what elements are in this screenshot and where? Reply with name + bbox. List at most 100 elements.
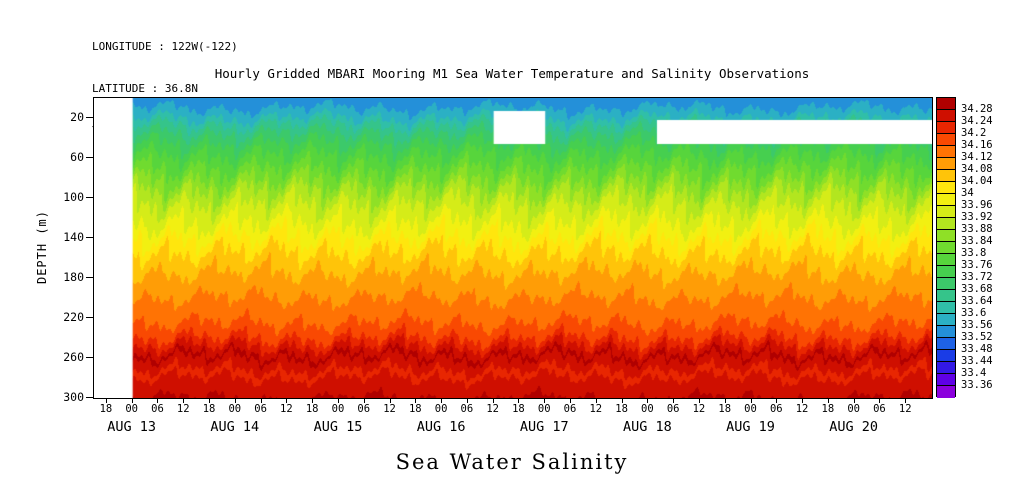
y-tick-mark (86, 237, 93, 238)
chart-title: Hourly Gridded MBARI Mooring M1 Sea Wate… (214, 66, 810, 81)
x-tick-label: 06 (563, 403, 577, 415)
x-tick-label: 06 (666, 403, 680, 415)
colorbar-cell (937, 158, 955, 170)
x-tick-mark (750, 398, 752, 403)
x-tick-mark (286, 398, 288, 403)
y-tick-mark (86, 197, 93, 198)
colorbar-cell (937, 314, 955, 326)
x-tick-mark (157, 398, 159, 403)
x-tick-label: 00 (744, 403, 757, 415)
x-tick-label: 18 (408, 403, 422, 415)
x-tick-mark (466, 398, 468, 403)
y-tick-mark (86, 317, 93, 318)
x-tick-mark (570, 398, 571, 403)
colorbar-cell (937, 110, 955, 122)
x-tick-mark (802, 398, 804, 403)
colorbar (936, 97, 956, 398)
colorbar-tick-label: 33.4 (961, 367, 987, 379)
colorbar-cell (937, 182, 955, 194)
colorbar-cell (937, 350, 955, 362)
colorbar-tick-label: 33.64 (961, 295, 993, 307)
x-tick-mark (415, 398, 417, 403)
x-tick-label: 12 (280, 403, 293, 415)
x-tick-label: 12 (795, 403, 809, 415)
y-tick-label: 180 (63, 270, 84, 284)
x-tick-label: 00 (434, 403, 448, 415)
colorbar-tick-label: 34.16 (961, 139, 993, 151)
figure-caption: Sea Water Salinity (395, 450, 629, 474)
colorbar-tick-label: 33.96 (961, 199, 993, 211)
x-tick-label: 12 (486, 403, 499, 415)
x-tick-label: 06 (769, 403, 783, 415)
y-tick-mark (86, 397, 93, 398)
colorbar-tick-label: 33.8 (961, 247, 987, 259)
x-tick-label: 18 (202, 403, 216, 415)
colorbar-cell (937, 362, 955, 374)
colorbar-tick-label: 34.12 (961, 151, 993, 163)
colorbar-tick-label: 33.76 (961, 259, 993, 271)
latitude-label: LATITUDE : 36.8N (92, 82, 198, 95)
colorbar-cell (937, 146, 955, 158)
x-tick-label: 18 (718, 403, 732, 415)
date-label: AUG 19 (726, 419, 775, 435)
y-tick-mark (86, 277, 93, 278)
x-tick-label: 12 (383, 403, 396, 415)
colorbar-cell (937, 194, 955, 206)
colorbar-cell (937, 134, 955, 146)
colorbar-tick-label: 33.6 (961, 307, 987, 319)
x-tick-mark (776, 398, 778, 403)
colorbar-cell (937, 230, 955, 242)
colorbar-tick-label: 33.88 (961, 223, 993, 235)
x-tick-mark (647, 398, 649, 403)
colorbar-tick-label: 33.36 (961, 379, 993, 391)
x-tick-mark (853, 398, 855, 403)
colorbar-tick-label: 33.92 (961, 211, 993, 223)
x-tick-label: 18 (305, 403, 319, 415)
y-tick-label: 20 (70, 110, 84, 124)
x-tick-mark (673, 398, 675, 403)
colorbar-cell (937, 206, 955, 218)
x-tick-label: 06 (460, 403, 474, 415)
colorbar-tick-label: 33.44 (961, 355, 993, 367)
date-label: AUG 16 (416, 419, 466, 435)
x-tick-mark (209, 398, 211, 403)
x-tick-label: 12 (176, 403, 190, 415)
date-label: AUG 20 (829, 419, 879, 435)
y-tick-label: 140 (63, 230, 84, 244)
date-label: AUG 14 (210, 419, 260, 435)
x-tick-mark (827, 398, 829, 403)
x-tick-label: 06 (873, 403, 886, 415)
colorbar-cell (937, 302, 955, 314)
colorbar-tick-label: 34.24 (961, 115, 993, 127)
colorbar-tick-label: 33.68 (961, 283, 993, 295)
heatmap-canvas (94, 98, 932, 398)
x-tick-label: 00 (331, 403, 345, 415)
colorbar-cell (937, 374, 955, 386)
x-tick-label: 06 (254, 403, 267, 415)
colorbar-cell (937, 122, 955, 134)
y-tick-label: 260 (63, 350, 84, 364)
x-tick-label: 00 (847, 403, 860, 415)
x-tick-label: 12 (589, 403, 603, 415)
x-tick-mark (312, 398, 314, 403)
y-tick-label: 60 (70, 150, 84, 164)
colorbar-cell (937, 278, 955, 290)
y-tick-label: 220 (63, 310, 84, 324)
x-tick-mark (518, 398, 520, 403)
x-tick-label: 18 (99, 403, 113, 415)
x-tick-mark (879, 398, 881, 403)
y-tick-mark (86, 157, 93, 158)
date-label: AUG 17 (519, 419, 569, 435)
colorbar-tick-label: 34.2 (961, 127, 987, 139)
colorbar-cell (937, 254, 955, 266)
x-tick-label: 06 (151, 403, 164, 415)
y-tick-label: 300 (63, 390, 84, 404)
colorbar-tick-label: 33.72 (961, 271, 993, 283)
x-tick-mark (621, 398, 623, 403)
x-tick-label: 00 (228, 403, 242, 415)
x-tick-mark (492, 398, 494, 403)
x-tick-mark (183, 398, 185, 403)
colorbar-tick-label: 34.04 (961, 175, 993, 187)
plot-area (93, 97, 933, 399)
